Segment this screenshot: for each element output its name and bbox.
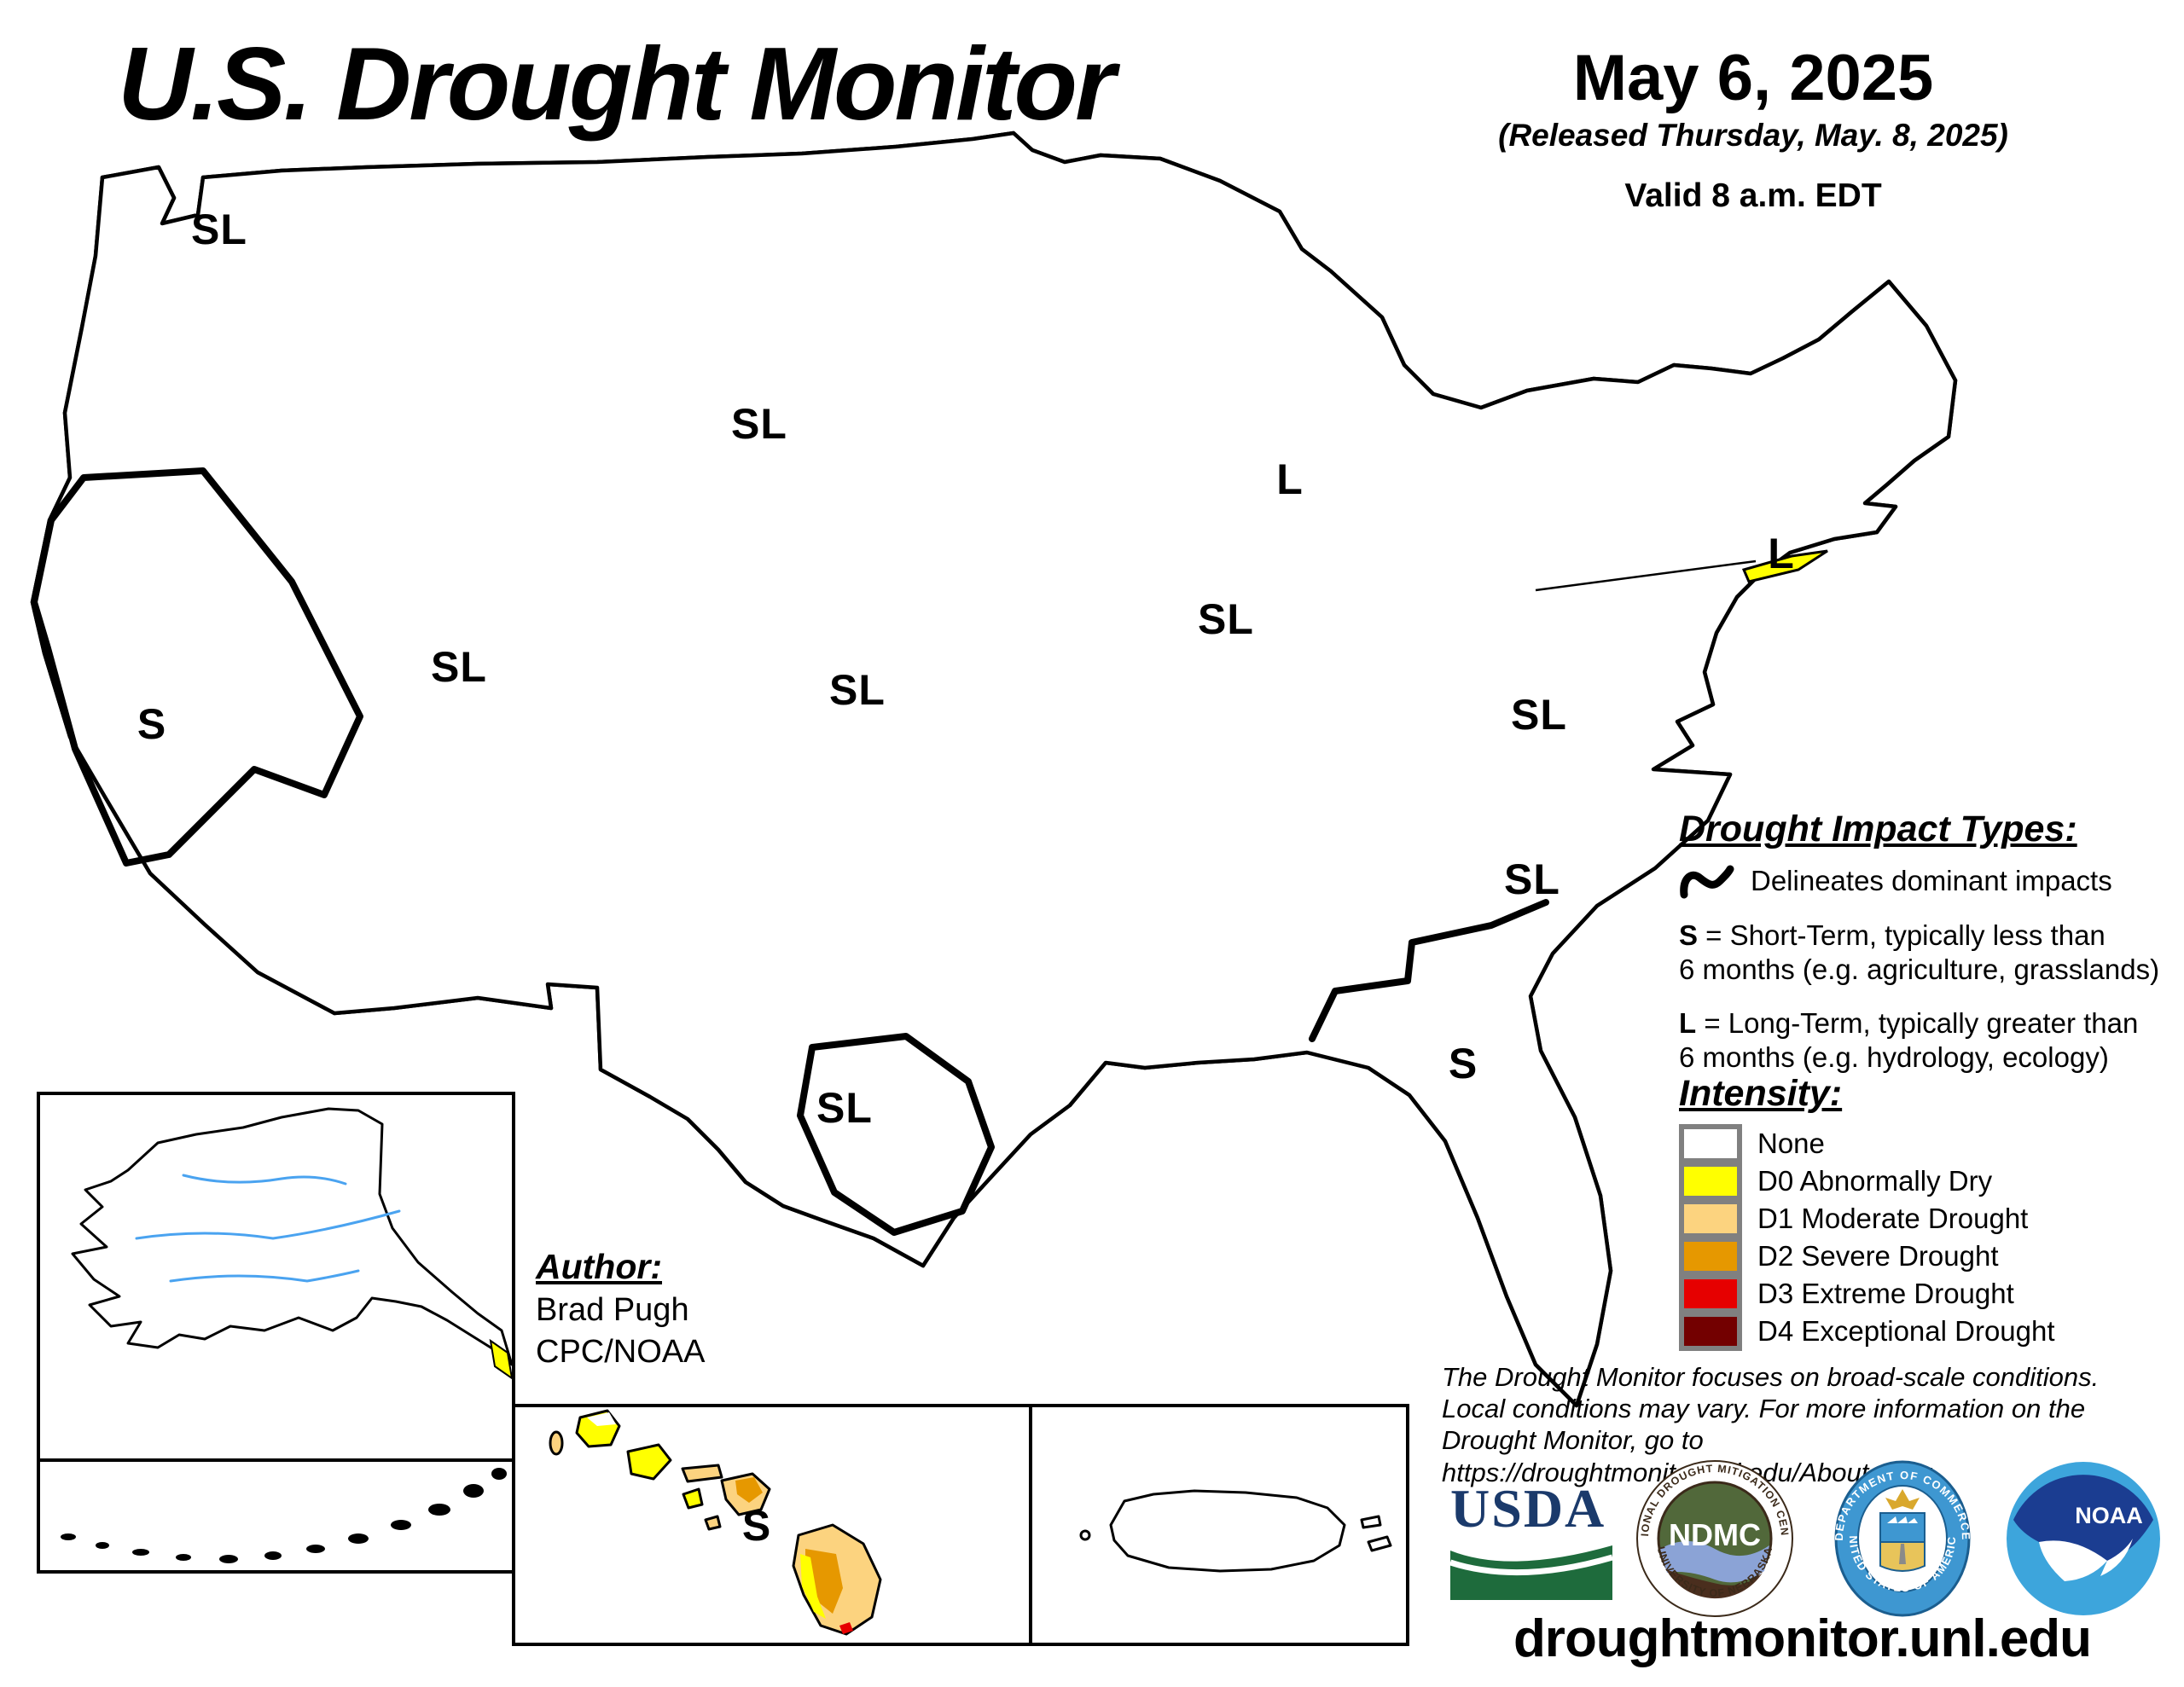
impact-label-l: L <box>1276 455 1304 504</box>
intensity-label-none: None <box>1757 1128 1825 1159</box>
long-term-definition: L = Long-Term, typically greater than 6 … <box>1679 1006 2139 1073</box>
footer-url: droughtmonitor.unl.edu <box>1513 1609 2092 1668</box>
logo-row: USDA NDMC NATIONAL DROUGHT MITIGATION CE… <box>1442 1460 2163 1617</box>
intensity-swatch-D0 <box>1679 1162 1742 1201</box>
page-title: U.S. Drought Monitor <box>118 26 1116 142</box>
impact-label-sl: SL <box>191 206 247 254</box>
impact-label-sl: SL <box>431 643 487 692</box>
intensity-label-D3: D3 Extreme Drought <box>1757 1278 2014 1309</box>
intensity-item-D0: D0 Abnormally Dry <box>1679 1162 2169 1201</box>
intensity-label-D1: D1 Moderate Drought <box>1757 1203 2029 1234</box>
intensity-item-D3: D3 Extreme Drought <box>1679 1274 2169 1313</box>
impact-outlines <box>31 467 1549 1236</box>
squiggle-icon <box>1680 865 1734 899</box>
noaa-logo: NOAA <box>2007 1462 2160 1615</box>
intensity-swatch-D3 <box>1679 1274 1742 1313</box>
intensity-rows: None D0 Abnormally Dry D1 Moderate Drought… <box>1679 1124 2169 1351</box>
usda-logo: USDA <box>1450 1477 1612 1600</box>
usda-wordmark: USDA <box>1450 1478 1606 1539</box>
impact-label-sl: SL <box>816 1084 873 1133</box>
impact-label-s: S <box>1448 1040 1478 1088</box>
intensity-title: Intensity: <box>1679 1073 1843 1114</box>
intensity-swatch-D1 <box>1679 1199 1742 1238</box>
alaska-inset <box>61 1107 514 1563</box>
impact-label-sl: SL <box>731 400 787 449</box>
impact-label-sl: SL <box>829 666 886 715</box>
intensity-label-D2: D2 Severe Drought <box>1757 1240 1999 1272</box>
intensity-item-none: None <box>1679 1124 2169 1163</box>
commerce-seal: DEPARTMENT OF COMMERCE UNITED STATES OF … <box>1824 1460 1972 1617</box>
intensity-label-D0: D0 Abnormally Dry <box>1757 1165 1993 1197</box>
map-date: May 6, 2025 <box>1572 42 1934 114</box>
usda-field-icon <box>1450 1545 1612 1600</box>
impact-types-legend: Drought Impact Types: Delineates dominan… <box>1679 809 2169 1075</box>
valid-time: Valid 8 a.m. EDT <box>1624 177 1882 214</box>
svg-text:NOAA: NOAA <box>2075 1503 2143 1528</box>
impact-label-l: L <box>1768 530 1795 578</box>
released-date: (Released Thursday, May. 8, 2025) <box>1498 117 2008 153</box>
short-term-definition: S = Short-Term, typically less than 6 mo… <box>1679 919 2160 986</box>
date-block: May 6, 2025 (Released Thursday, May. 8, … <box>1399 44 2107 215</box>
intensity-legend: Intensity: None D0 Abnormally Dry D1 Moder… <box>1679 1073 2169 1351</box>
disclaimer: The Drought Monitor focuses on broad-sca… <box>1442 1362 2100 1487</box>
intensity-swatch-D2 <box>1679 1237 1742 1276</box>
puerto-rico-inset <box>1079 1489 1392 1573</box>
long-island <box>1741 549 1828 583</box>
author-title: Author: <box>536 1247 663 1286</box>
author-name: Brad Pugh <box>536 1292 689 1328</box>
inset-frames <box>37 1092 1409 1646</box>
svg-text:NDMC: NDMC <box>1669 1517 1761 1552</box>
hawaii-inset <box>549 1409 882 1636</box>
intensity-item-D1: D1 Moderate Drought <box>1679 1199 2169 1238</box>
impact-label-s: S <box>136 700 167 749</box>
author-org: CPC/NOAA <box>536 1334 706 1370</box>
impact-label-s: S <box>741 1502 772 1551</box>
aleutian-islands <box>61 1468 507 1563</box>
impact-label-sl: SL <box>1504 855 1560 904</box>
intensity-swatch-D4 <box>1679 1312 1742 1351</box>
intensity-item-D2: D2 Severe Drought <box>1679 1237 2169 1276</box>
ndmc-logo: NDMC NATIONAL DROUGHT MITIGATION CENTER … <box>1636 1460 1793 1617</box>
impact-label-sl: SL <box>1198 595 1254 644</box>
intensity-label-D4: D4 Exceptional Drought <box>1757 1315 2055 1347</box>
delineates-text: Delineates dominant impacts <box>1751 865 2112 896</box>
impact-label-sl: SL <box>1511 691 1567 739</box>
impact-types-title: Drought Impact Types: <box>1679 809 2077 849</box>
intensity-item-D4: D4 Exceptional Drought <box>1679 1312 2169 1351</box>
l-leader-line <box>1535 559 1757 592</box>
author-block: Author: Brad Pugh CPC/NOAA <box>536 1247 705 1371</box>
intensity-swatch-none <box>1679 1124 1742 1163</box>
